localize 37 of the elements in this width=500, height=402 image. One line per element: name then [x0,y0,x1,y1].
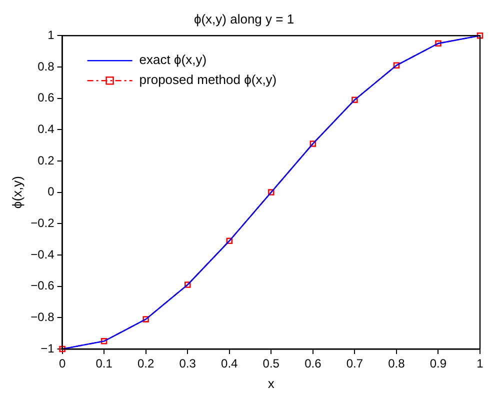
x-tick-label: 0.5 [262,356,280,371]
y-tick-label: 0.6 [38,90,55,105]
point [142,316,149,322]
legend-label: exact ϕ(x,y) [139,52,207,68]
point [393,62,400,68]
y-tick-label: 0 [48,184,55,199]
point [476,32,484,39]
y-tick-label: 1 [48,28,55,42]
point [268,189,274,196]
point [100,338,108,344]
y-tick-label: 0.4 [38,122,55,136]
x-tick-label: 0.7 [346,356,364,371]
x-axis-title: x [268,376,275,391]
point [184,282,191,288]
y-tick-label: 0.2 [38,153,55,168]
y-tick-label: 0.8 [38,59,55,74]
y-tick-label: −0.8 [30,310,55,324]
y-axis-title: ϕ(x,y) [9,176,24,209]
point [226,238,232,244]
x-tick-label: 0.3 [179,356,196,371]
x-tick-label: 0.6 [304,356,322,371]
point [352,96,358,103]
y-tick-label: −1 [40,341,55,356]
chart-title: ϕ(x,y) along y = 1 [194,11,294,26]
point [435,40,442,47]
y-tick-label: −0.2 [30,216,55,230]
x-tick-label: 0.8 [388,356,406,371]
x-tick-label: 0.2 [137,356,154,371]
x-tick-label: 0.4 [221,356,238,371]
y-tick-label: −0.6 [30,278,55,293]
point [310,140,316,147]
x-tick-label: 0.9 [430,356,447,371]
x-tick-label: 0.1 [96,356,113,371]
legend-label: proposed method ϕ(x,y) [139,72,277,88]
x-tick-label: 1 [476,356,484,371]
y-tick-label: −0.4 [30,247,55,262]
x-tick-label: 0 [58,356,66,371]
